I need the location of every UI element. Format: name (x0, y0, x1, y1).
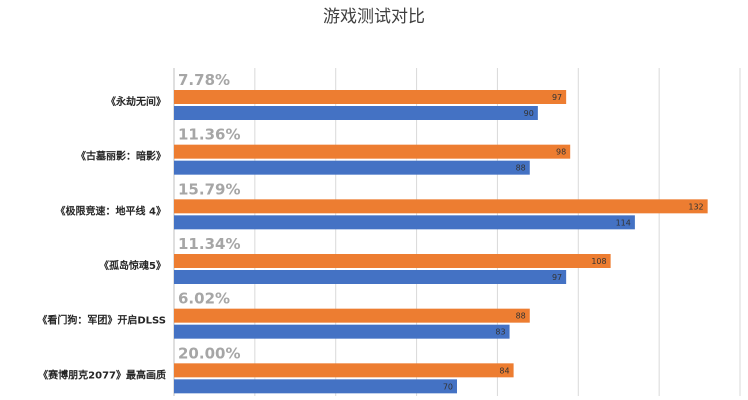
data-label: 97 (552, 93, 562, 102)
data-label: 97 (552, 273, 562, 282)
bar-series-1 (174, 199, 708, 214)
gridlines (173, 68, 741, 396)
percent-label: 20.00% (178, 344, 240, 362)
percent-label: 11.36% (178, 126, 240, 144)
data-label: 84 (499, 366, 509, 375)
percent-label: 15.79% (178, 180, 240, 198)
category-label: 《极限竞速：地平线 4》 (56, 204, 166, 217)
category-label: 《永劫无间》 (106, 95, 166, 108)
data-label: 108 (591, 257, 606, 266)
category-label: 《看门狗：军团》开启DLSS (37, 314, 166, 327)
percent-label: 11.34% (178, 235, 240, 253)
bar-series-1 (174, 144, 571, 159)
bar-series-1 (174, 254, 611, 268)
bar-series-2 (174, 160, 530, 175)
category-label: 《赛博朋克2077》最高画质 (38, 368, 166, 381)
bar-series-1 (174, 308, 530, 323)
bar-series-2 (174, 379, 457, 394)
bar-series-1 (174, 90, 567, 104)
percent-label: 7.78% (178, 71, 230, 89)
bar-series-2 (174, 270, 567, 284)
data-label: 70 (443, 382, 453, 391)
bar-series-2 (174, 215, 635, 230)
bars (174, 90, 708, 394)
data-label: 88 (516, 312, 526, 321)
labels: 《永劫无间》 7.78% 97 90 《古墓丽影：暗影》 11.36% 98 88 《极限竞速：… (37, 71, 703, 391)
data-label: 83 (495, 328, 505, 337)
bar-series-2 (174, 106, 538, 120)
data-label: 88 (516, 164, 526, 173)
data-label: 132 (688, 202, 703, 211)
data-label: 114 (616, 218, 631, 227)
category-label: 《古墓丽影：暗影》 (76, 150, 166, 163)
bar-series-1 (174, 363, 514, 378)
bar-series-2 (174, 324, 510, 339)
category-label: 《孤岛惊魂5》 (99, 259, 166, 272)
data-label: 90 (524, 109, 534, 118)
data-label: 98 (556, 148, 566, 157)
chart-title: 游戏测试对比 (323, 7, 425, 27)
percent-label: 6.02% (178, 290, 230, 308)
